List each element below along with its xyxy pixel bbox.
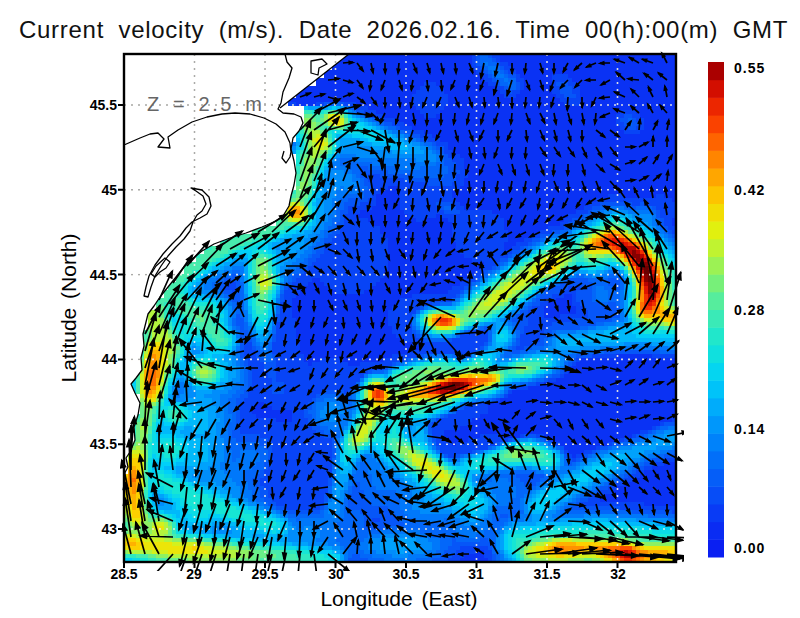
svg-text:31: 31 xyxy=(468,566,484,582)
svg-text:Latitude (North): Latitude (North) xyxy=(57,234,80,383)
svg-text:30: 30 xyxy=(328,566,344,582)
svg-text:44.5: 44.5 xyxy=(90,267,117,283)
svg-text:Z = 2.5 m: Z = 2.5 m xyxy=(147,93,264,115)
svg-text:Longitude (East): Longitude (East) xyxy=(320,587,477,610)
svg-text:0.42: 0.42 xyxy=(734,182,765,198)
svg-text:43: 43 xyxy=(101,521,117,537)
svg-text:Current velocity (m/s). Date 2: Current velocity (m/s). Date 2026.02.16.… xyxy=(19,16,788,43)
svg-text:43.5: 43.5 xyxy=(90,436,117,452)
svg-text:31.5: 31.5 xyxy=(533,566,560,582)
svg-text:30.5: 30.5 xyxy=(392,566,419,582)
svg-text:32: 32 xyxy=(610,566,626,582)
svg-text:45.5: 45.5 xyxy=(90,97,117,113)
svg-text:29.5: 29.5 xyxy=(251,566,278,582)
svg-text:29: 29 xyxy=(186,566,202,582)
svg-text:0.55: 0.55 xyxy=(734,60,765,76)
svg-text:44: 44 xyxy=(101,351,117,367)
svg-text:0.14: 0.14 xyxy=(734,421,765,437)
svg-text:0.28: 0.28 xyxy=(734,302,765,318)
svg-text:0.00: 0.00 xyxy=(734,540,765,556)
svg-text:45: 45 xyxy=(101,182,117,198)
svg-text:28.5: 28.5 xyxy=(110,566,137,582)
